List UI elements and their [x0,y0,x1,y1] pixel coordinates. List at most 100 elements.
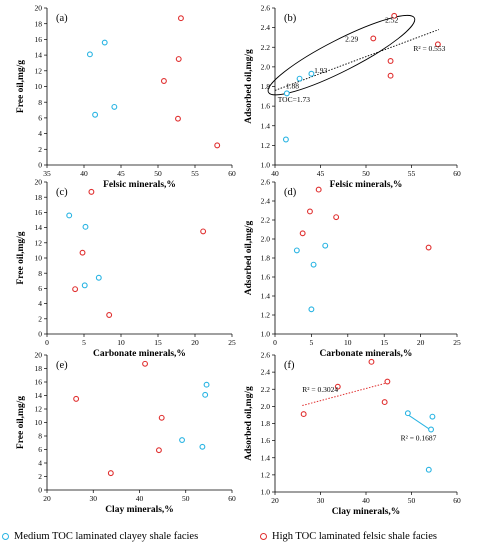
y-axis-label: Adsorbed oil,mg/g [244,386,254,461]
y-tick-label: 14 [35,223,43,232]
data-point-high [334,383,341,390]
x-axis-label: Felsic minerals,% [103,180,176,190]
x-axis-label: Felsic minerals,% [330,180,403,190]
legend: Medium TOC laminated clayey shale facies… [2,531,492,547]
x-tick-label: 30 [317,496,325,505]
y-tick-label: 2.6 [261,4,271,13]
y-tick-label: 2.0 [261,62,271,71]
y-tick-label: 18 [35,19,43,28]
chart-panel-5: 0 2 4 6 8 10 12 14 16 18 20 20 30 40 50 60 Clay minerals… [16,351,236,515]
panel-label: (c) [56,187,68,198]
data-point-medium [308,306,315,313]
data-point-high [425,244,432,251]
x-tick-label: 20 [43,494,51,503]
data-point-high [106,312,113,318]
y-tick-label: 12 [35,405,43,414]
data-point-high [107,470,114,477]
legend-label-medium: Medium TOC laminated clayey shale facies [14,531,199,542]
x-axis-label: Carbonate minerals,% [93,349,186,359]
x-tick-label: 55 [191,169,199,178]
data-point-medium [310,261,317,268]
trendline-medium [406,413,433,432]
y-tick-label: 8 [38,98,42,107]
y-axis-label: Free oil,mg/g [16,60,26,113]
data-point-high [200,228,207,235]
x-tick-label: 45 [117,169,125,178]
y-tick-label: 20 [35,4,43,13]
x-tick-label: 0 [45,338,49,347]
data-point-medium [95,274,102,281]
y-tick-label: 2.4 [261,23,271,32]
y-tick-label: 2.4 [261,197,271,206]
data-point-medium [203,381,210,388]
y-tick-label: 1.6 [261,273,271,282]
annotation-label: TOC=1.73 [278,95,310,104]
y-tick-label: 0 [38,486,42,495]
data-point-high [177,15,184,22]
y-tick-label: 4 [38,299,42,308]
data-point-medium [282,136,289,143]
y-tick-label: 1.6 [261,102,271,111]
data-point-high [160,78,167,84]
data-point-medium [111,103,118,110]
x-tick-label: 15 [380,338,388,347]
data-point-high [391,12,398,19]
y-axis-label: Adsorbed oil,mg/g [244,221,254,296]
x-tick-label: 5 [82,338,86,347]
y-tick-label: 2.6 [261,351,271,360]
y-tick-label: 1.8 [261,82,271,91]
panel-label: (b) [284,13,297,24]
x-tick-label: 15 [154,338,162,347]
y-tick-label: 18 [35,193,43,202]
annotation-label: R² = 0.3024 [302,385,338,394]
y-tick-label: 2.2 [261,43,271,52]
y-tick-label: 6 [38,284,42,293]
data-point-medium [308,70,315,77]
x-tick-label: 30 [90,494,98,503]
data-point-high [300,411,307,418]
annotation-label: 2.52 [385,16,398,25]
x-axis-label: Clay minerals,% [105,505,174,515]
y-tick-label: 1.0 [261,488,271,497]
x-tick-label: 20 [191,338,199,347]
x-tick-label: 60 [453,169,461,178]
annotation-label: 2.29 [345,34,358,43]
legend-item-high: High TOC laminated felsic shale facies [260,531,437,542]
y-tick-label: 1.2 [261,470,271,479]
trendline [274,29,439,91]
annotation-label: R² = 0.553 [413,44,445,53]
data-point-high [370,35,377,42]
y-tick-label: 1.0 [261,161,271,170]
y-tick-label: 14 [35,391,43,400]
x-tick-label: 35 [43,169,51,178]
x-axis-label: Clay minerals,% [332,507,401,517]
data-point-high [333,214,340,221]
data-point-high [88,188,95,195]
x-tick-label: 60 [228,169,236,178]
chart-panel-2: 1.01.21.41.61.82.02.22.42.640 45 50 55 60Fel… [244,4,461,190]
data-point-medium [404,410,411,417]
data-point-high [158,414,165,421]
x-tick-label: 40 [362,496,370,505]
y-tick-label: 2.6 [261,178,271,187]
data-point-high [175,56,182,62]
data-point-medium [296,75,303,82]
data-point-high [306,208,313,215]
legend-item-medium: Medium TOC laminated clayey shale facies [2,531,198,542]
data-point-medium [293,247,300,254]
y-tick-label: 12 [35,66,43,75]
y-axis-label: Free oil,mg/g [16,396,26,449]
x-tick-label: 25 [228,338,236,347]
y-tick-label: 10 [35,254,43,263]
annotation-label: 1.93 [314,66,327,75]
x-tick-label: 5 [310,338,314,347]
y-tick-label: 20 [35,178,43,187]
y-tick-label: 6 [38,445,42,454]
x-tick-label: 25 [453,338,461,347]
data-point-high [79,249,86,256]
y-tick-label: 16 [35,378,43,387]
x-tick-label: 50 [362,169,370,178]
y-tick-label: 2.2 [261,216,271,225]
